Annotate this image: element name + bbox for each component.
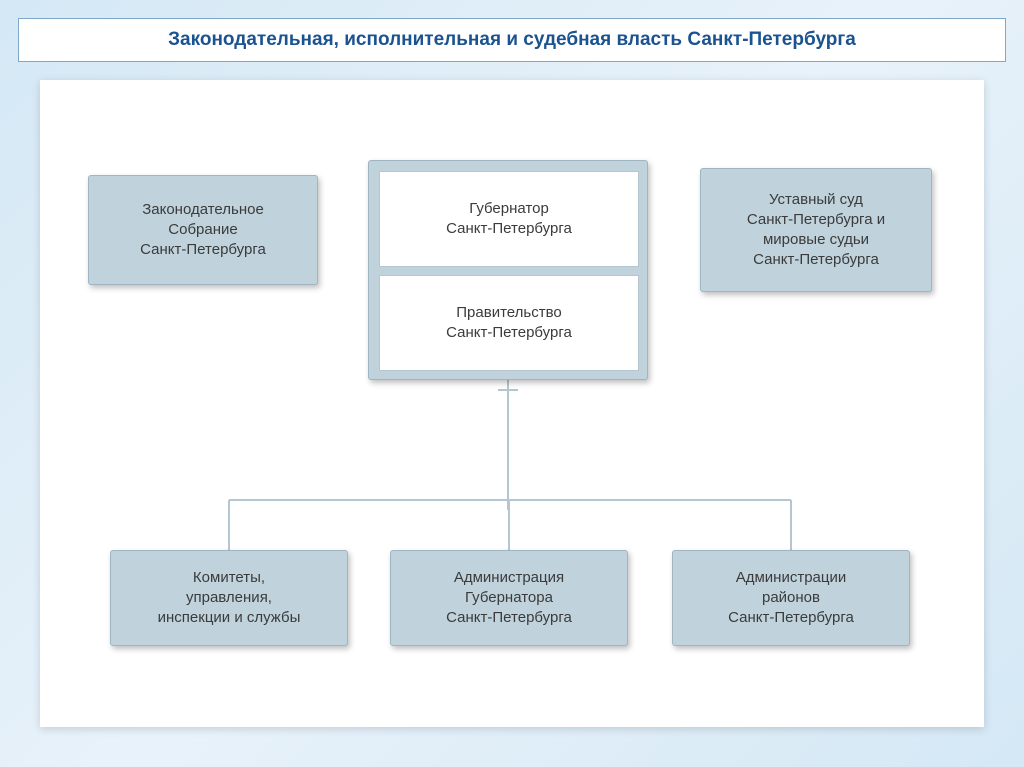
node-label: Законодательное Собрание Санкт-Петербург… (140, 200, 266, 261)
node-label: Администрации районов Санкт-Петербурга (728, 568, 854, 629)
node-executive-container: Губернатор Санкт-Петербурга Правительств… (368, 160, 648, 380)
node-admin-governor: Администрация Губернатора Санкт-Петербур… (390, 550, 628, 646)
node-legislative-assembly: Законодательное Собрание Санкт-Петербург… (88, 175, 318, 285)
node-label: Правительство Санкт-Петербурга (446, 303, 572, 344)
node-admin-districts: Администрации районов Санкт-Петербурга (672, 550, 910, 646)
node-label: Комитеты, управления, инспекции и службы (158, 568, 301, 629)
node-label: Уставный суд Санкт-Петербурга и мировые … (747, 190, 885, 271)
node-label: Губернатор Санкт-Петербурга (446, 199, 572, 240)
diagram-canvas: Законодательное Собрание Санкт-Петербург… (40, 80, 984, 727)
node-governor: Губернатор Санкт-Петербурга (379, 171, 639, 267)
page-title: Законодательная, исполнительная и судебн… (18, 18, 1006, 62)
node-government: Правительство Санкт-Петербурга (379, 275, 639, 371)
title-text: Законодательная, исполнительная и судебн… (168, 29, 856, 50)
node-committees: Комитеты, управления, инспекции и службы (110, 550, 348, 646)
node-judicial: Уставный суд Санкт-Петербурга и мировые … (700, 168, 932, 292)
node-label: Администрация Губернатора Санкт-Петербур… (446, 568, 572, 629)
